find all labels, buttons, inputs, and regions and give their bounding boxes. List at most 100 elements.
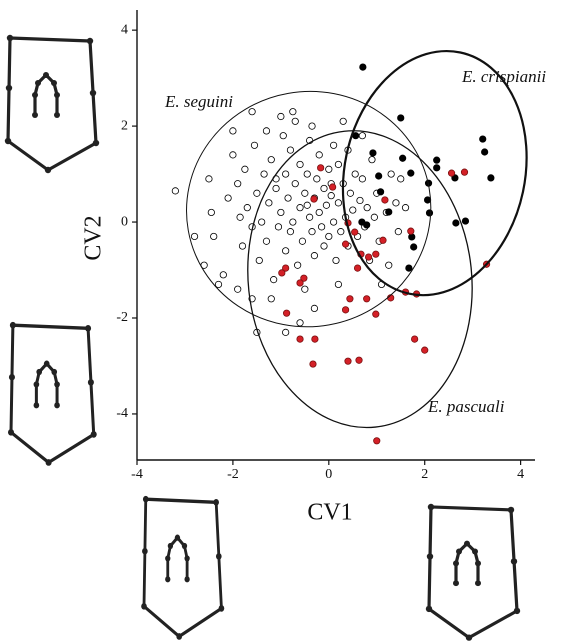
data-point: [347, 190, 353, 196]
page: {"chart_data": { "type": "scatter", "x_l…: [0, 0, 569, 643]
data-point: [290, 109, 296, 115]
data-point: [290, 219, 296, 225]
data-point: [268, 296, 274, 302]
data-point: [283, 310, 289, 316]
data-point: [282, 248, 288, 254]
data-point: [480, 136, 486, 142]
data-point: [329, 184, 335, 190]
data-point: [323, 202, 329, 208]
data-point: [335, 161, 341, 167]
data-point: [239, 243, 245, 249]
data-point: [172, 188, 178, 194]
data-point: [398, 176, 404, 182]
data-point: [481, 149, 487, 155]
data-point: [333, 257, 339, 263]
data-point: [321, 243, 327, 249]
data-point: [292, 180, 298, 186]
group-label: E. pascuali: [427, 397, 505, 416]
data-point: [330, 219, 336, 225]
data-point: [386, 262, 392, 268]
data-point: [321, 185, 327, 191]
data-point: [374, 438, 380, 444]
data-point: [261, 171, 267, 177]
data-point: [363, 222, 369, 228]
data-point: [225, 195, 231, 201]
data-point: [287, 147, 293, 153]
data-point: [297, 336, 303, 342]
data-point: [357, 197, 363, 203]
data-point: [316, 152, 322, 158]
data-point: [294, 262, 300, 268]
data-point: [433, 165, 439, 171]
data-point: [335, 281, 341, 287]
data-point: [393, 200, 399, 206]
data-point: [326, 233, 332, 239]
data-point: [386, 209, 392, 215]
x-axis-title: CV1: [307, 500, 352, 526]
data-point: [380, 237, 386, 243]
data-point: [297, 280, 303, 286]
data-point: [410, 244, 416, 250]
data-point: [369, 156, 375, 162]
y-tick-label: -2: [116, 310, 128, 325]
data-point: [191, 233, 197, 239]
data-point: [382, 197, 388, 203]
data-point: [316, 209, 322, 215]
data-point: [433, 157, 439, 163]
group-label: E. seguini: [164, 92, 233, 111]
data-point: [275, 224, 281, 230]
y-tick-label: 4: [121, 22, 128, 37]
data-point: [230, 152, 236, 158]
data-point: [279, 270, 285, 276]
data-point: [234, 180, 240, 186]
data-point: [310, 361, 316, 367]
data-point: [352, 171, 358, 177]
data-point: [244, 204, 250, 210]
data-point: [373, 311, 379, 317]
data-point: [314, 176, 320, 182]
y-tick-label: 2: [121, 118, 128, 133]
data-point: [220, 272, 226, 278]
data-point: [312, 336, 318, 342]
data-point: [359, 132, 365, 138]
data-point: [426, 210, 432, 216]
data-point: [375, 173, 381, 179]
data-point: [282, 171, 288, 177]
y-axis-title: CV2: [81, 215, 107, 260]
data-point: [304, 171, 310, 177]
data-point: [395, 228, 401, 234]
group-label: E. crispianii: [461, 67, 546, 86]
data-point: [302, 286, 308, 292]
data-point: [347, 296, 353, 302]
data-point: [234, 286, 240, 292]
data-point: [409, 234, 415, 240]
data-point: [352, 229, 358, 235]
data-point: [342, 241, 348, 247]
data-point: [335, 200, 341, 206]
data-point: [461, 169, 467, 175]
data-point: [266, 200, 272, 206]
data-point: [356, 357, 362, 363]
data-point: [398, 115, 404, 121]
data-point: [297, 161, 303, 167]
data-point: [408, 228, 414, 234]
data-point: [448, 170, 454, 176]
data-point: [211, 233, 217, 239]
data-point: [297, 204, 303, 210]
data-point: [311, 252, 317, 258]
data-point: [268, 156, 274, 162]
data-point: [304, 202, 310, 208]
data-point: [278, 209, 284, 215]
data-point: [208, 209, 214, 215]
data-point: [365, 254, 371, 260]
data-point: [299, 238, 305, 244]
data-point: [340, 118, 346, 124]
data-point: [363, 296, 369, 302]
data-point: [377, 189, 383, 195]
data-point: [306, 214, 312, 220]
data-point: [287, 228, 293, 234]
data-point: [326, 166, 332, 172]
x-tick-label: 2: [421, 467, 428, 482]
data-point: [364, 204, 370, 210]
